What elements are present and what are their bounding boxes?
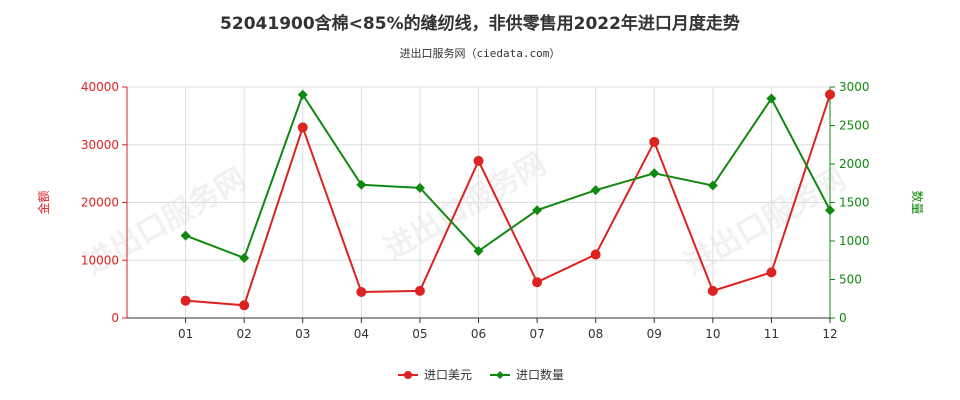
data-point-usd bbox=[414, 285, 425, 296]
data-point-qty bbox=[707, 180, 718, 191]
data-point-usd bbox=[297, 122, 308, 133]
data-point-usd bbox=[825, 89, 835, 100]
data-point-usd bbox=[707, 285, 718, 296]
data-point-qty bbox=[532, 205, 543, 216]
tick-labels: 0 10000 20000 30000 40000 0 500 1000 1500 2000 250… bbox=[81, 80, 870, 341]
legend-swatch-marker-usd bbox=[404, 371, 412, 379]
x-tick-label: 04 bbox=[354, 327, 369, 341]
legend-swatch-marker-qty bbox=[496, 371, 504, 379]
data-point-qty bbox=[766, 93, 777, 104]
watermark-text: 进出口服务网 bbox=[379, 147, 552, 267]
grid-lines bbox=[126, 86, 831, 319]
x-tick-label: 03 bbox=[295, 327, 310, 341]
data-point-qty bbox=[180, 230, 191, 241]
y-right-tick-label: 2500 bbox=[839, 119, 870, 133]
series-line-qty bbox=[185, 92, 831, 260]
data-point-qty bbox=[239, 252, 250, 263]
x-tick-label: 09 bbox=[647, 327, 662, 341]
x-tick-label: 10 bbox=[705, 327, 720, 341]
x-tick-label: 08 bbox=[588, 327, 603, 341]
x-tick-label: 01 bbox=[178, 327, 193, 341]
y-right-tick-label: 0 bbox=[839, 311, 847, 325]
x-tick-label: 12 bbox=[822, 327, 837, 341]
x-tick-label: 02 bbox=[237, 327, 252, 341]
y-right-tick-label: 2000 bbox=[839, 157, 870, 171]
y-right-tick-label: 500 bbox=[839, 273, 862, 287]
y-left-tick-label: 20000 bbox=[81, 196, 119, 210]
watermark-text: 进出口服务网 bbox=[679, 162, 852, 282]
data-point-usd bbox=[473, 155, 484, 166]
y-left-tick-label: 10000 bbox=[81, 253, 119, 267]
data-point-usd bbox=[766, 267, 777, 278]
y-left-tick-label: 30000 bbox=[81, 138, 119, 152]
x-tick-label: 05 bbox=[412, 327, 427, 341]
legend: 进口美元 进口数量 bbox=[398, 367, 564, 382]
data-point-qty bbox=[649, 168, 660, 179]
watermark-layer: 进出口服务网 进出口服务网 进出口服务网 bbox=[79, 147, 852, 282]
data-point-usd bbox=[356, 287, 367, 298]
y-right-tick-label: 1000 bbox=[839, 234, 870, 248]
data-point-qty bbox=[356, 179, 367, 190]
x-tick-label: 07 bbox=[529, 327, 544, 341]
data-point-qty bbox=[825, 205, 835, 216]
y-axis-left-title: 金额 bbox=[36, 190, 51, 214]
data-point-qty bbox=[590, 185, 601, 196]
series-layer bbox=[180, 89, 835, 311]
data-point-qty bbox=[414, 182, 425, 193]
data-point-usd bbox=[532, 277, 543, 288]
y-right-tick-label: 3000 bbox=[839, 80, 870, 94]
legend-label-usd: 进口美元 bbox=[424, 368, 472, 382]
chart-subtitle: 进出口服务网（ciedata.com） bbox=[399, 47, 561, 60]
data-point-qty bbox=[297, 89, 308, 100]
y-right-tick-label: 1500 bbox=[839, 196, 870, 210]
data-point-usd bbox=[239, 300, 250, 311]
legend-label-qty: 进口数量 bbox=[516, 367, 564, 382]
x-tick-label: 11 bbox=[764, 327, 779, 341]
data-point-qty bbox=[473, 246, 484, 257]
y-left-tick-label: 40000 bbox=[81, 80, 119, 94]
data-point-usd bbox=[180, 295, 191, 306]
y-axis-right-title: 数量 bbox=[910, 190, 925, 214]
chart-title: 52041900含棉<85%的缝纫线，非供零售用2022年进口月度走势 bbox=[220, 14, 740, 34]
data-point-usd bbox=[590, 249, 601, 260]
y-left-tick-label: 0 bbox=[111, 311, 119, 325]
data-point-usd bbox=[649, 136, 660, 147]
x-tick-label: 06 bbox=[471, 327, 486, 341]
series-line-usd bbox=[185, 94, 831, 307]
